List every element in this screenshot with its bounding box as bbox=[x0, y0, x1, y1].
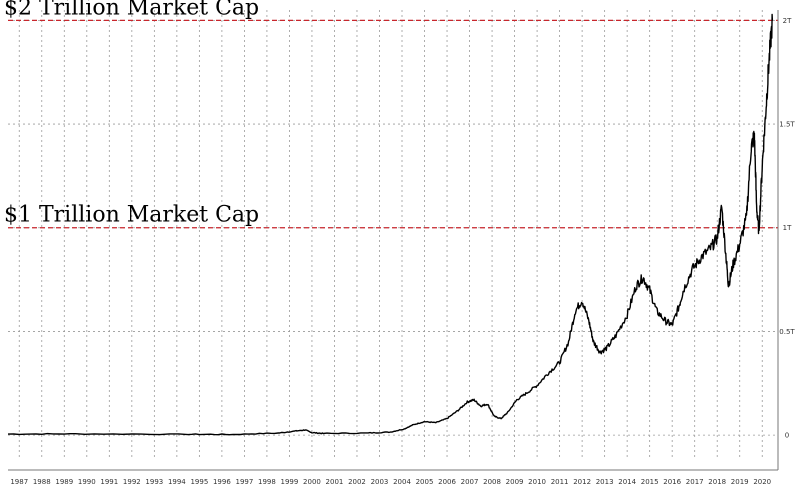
x-tick-label: 2006 bbox=[438, 478, 456, 486]
x-tick-label: 2010 bbox=[528, 478, 546, 486]
x-tick-label: 1993 bbox=[145, 478, 163, 486]
x-tick-label: 2012 bbox=[573, 478, 591, 486]
x-tick-label: 2009 bbox=[506, 478, 524, 486]
x-tick-label: 1989 bbox=[55, 478, 73, 486]
x-tick-label: 2019 bbox=[731, 478, 749, 486]
x-tick-label: 1994 bbox=[168, 478, 186, 486]
x-tick-label: 2017 bbox=[686, 478, 704, 486]
x-tick-label: 2003 bbox=[371, 478, 389, 486]
x-tick-label: 2014 bbox=[618, 478, 636, 486]
x-tick-label: 2005 bbox=[416, 478, 434, 486]
x-tick-label: 2002 bbox=[348, 478, 366, 486]
x-tick-label: 1988 bbox=[33, 478, 51, 486]
x-tick-label: 2016 bbox=[663, 478, 681, 486]
grid-layer bbox=[8, 10, 778, 460]
series-layer bbox=[7, 13, 774, 436]
reference-line-label: $2 Trillion Market Cap bbox=[4, 0, 259, 20]
y-tick-label: 1.5T bbox=[779, 121, 795, 129]
axis-layer: 1987 1988 1989 1990 1991 1992 1993 1994 1995 1996… bbox=[8, 10, 795, 486]
x-tick-label: 1987 bbox=[10, 478, 28, 486]
x-tick-label: 2000 bbox=[303, 478, 321, 486]
x-tick-label: 2020 bbox=[753, 478, 771, 486]
x-tick-label: 2007 bbox=[461, 478, 479, 486]
x-tick-label: 2011 bbox=[551, 478, 569, 486]
x-tick-label: 1999 bbox=[281, 478, 299, 486]
x-tick-label: 1998 bbox=[258, 478, 276, 486]
x-tick-label: 2008 bbox=[483, 478, 501, 486]
y-tick-label: 0.5T bbox=[779, 328, 795, 336]
x-tick-label: 1991 bbox=[100, 478, 118, 486]
x-tick-label: 1995 bbox=[190, 478, 208, 486]
y-tick-label: 0 bbox=[785, 432, 789, 440]
y-tick-label: 1T bbox=[783, 224, 792, 232]
x-tick-label: 1992 bbox=[123, 478, 141, 486]
x-tick-label: 1996 bbox=[213, 478, 231, 486]
x-tick-label: 1990 bbox=[78, 478, 96, 486]
x-tick-label: 1997 bbox=[235, 478, 253, 486]
x-tick-label: 2004 bbox=[393, 478, 411, 486]
x-tick-label: 2015 bbox=[641, 478, 659, 486]
y-tick-label: 2T bbox=[783, 17, 792, 25]
label-layer: $2 Trillion Market Cap $1 Trillion Market… bbox=[4, 0, 259, 228]
reference-line-label: $1 Trillion Market Cap bbox=[4, 203, 259, 228]
x-tick-label: 2018 bbox=[708, 478, 726, 486]
series-line bbox=[7, 13, 774, 436]
x-tick-label: 2013 bbox=[596, 478, 614, 486]
reference-lines bbox=[8, 19, 778, 229]
x-tick-label: 2001 bbox=[326, 478, 344, 486]
